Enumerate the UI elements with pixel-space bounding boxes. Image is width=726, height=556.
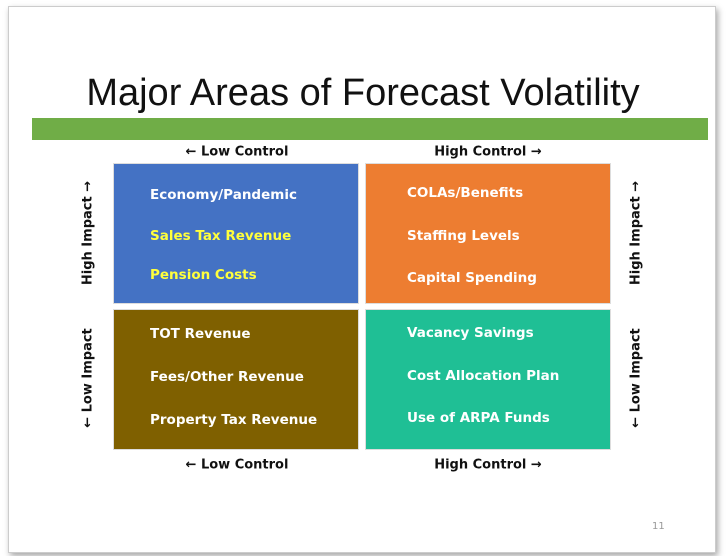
quadrant [113,163,359,304]
item: Property Tax Revenue [150,412,318,428]
item: Sales Tax Revenue [150,228,292,244]
quadrant [365,163,611,304]
quadrant [113,309,359,450]
axis-label: ← Low Control [185,144,289,160]
item: Economy/Pandemic [150,187,297,203]
item: TOT Revenue [150,326,251,342]
axis-label: ← Low Control [185,457,289,473]
axis-label: High Impact → [80,180,96,286]
axis-label: High Control → [434,144,542,160]
axis-label: ← Low Impact [80,328,96,428]
title-bar [32,118,708,140]
page-number: 11 [652,521,665,532]
item: Capital Spending [407,270,537,286]
item: Vacancy Savings [407,325,534,341]
item: Fees/Other Revenue [150,369,304,385]
item: Staffing Levels [407,228,520,244]
item: COLAs/Benefits [407,185,524,201]
item: Pension Costs [150,267,257,283]
axis-label: High Impact → [628,180,644,286]
quadrant [365,309,611,450]
title: Major Areas of Forecast Volatility [86,72,640,114]
axis-label: ← Low Impact [628,328,644,428]
item: Cost Allocation Plan [407,368,560,384]
item: Use of ARPA Funds [407,410,550,426]
axis-label: High Control → [434,457,542,473]
